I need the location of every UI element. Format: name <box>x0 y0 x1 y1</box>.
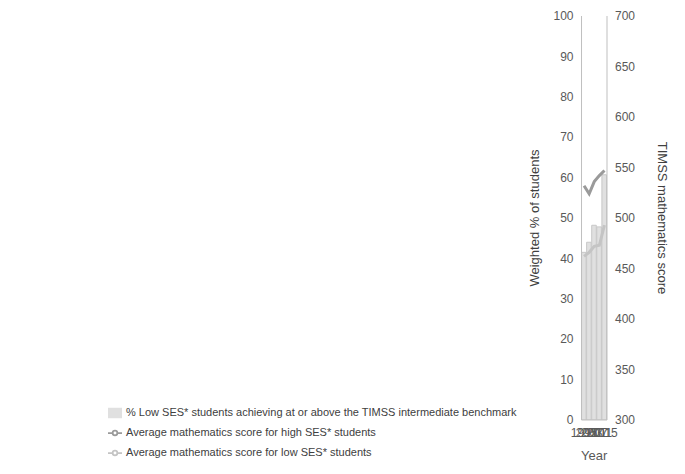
svg-text:50: 50 <box>560 211 574 225</box>
svg-text:10: 10 <box>560 373 574 387</box>
svg-text:60: 60 <box>560 171 574 185</box>
svg-text:TIMSS mathematics score: TIMSS mathematics score <box>655 142 670 294</box>
html-text:Average mathematics score for: Average mathematics score for high SES* … <box>126 426 376 438</box>
svg-text:0: 0 <box>567 413 574 427</box>
svg-text:70: 70 <box>560 130 574 144</box>
svg-text:300: 300 <box>615 413 635 427</box>
svg-text:550: 550 <box>615 161 635 175</box>
svg-text:500: 500 <box>615 211 635 225</box>
svg-text:650: 650 <box>615 60 635 74</box>
svg-text:600: 600 <box>615 110 635 124</box>
html-text:Average mathematics score for: Average mathematics score for low SES* s… <box>126 446 372 458</box>
svg-text:450: 450 <box>615 262 635 276</box>
svg-text:Weighted % of students: Weighted % of students <box>527 149 542 287</box>
svg-text:100: 100 <box>553 9 573 23</box>
svg-text:30: 30 <box>560 292 574 306</box>
svg-text:80: 80 <box>560 90 574 104</box>
svg-text:400: 400 <box>615 312 635 326</box>
svg-text:Year: Year <box>581 448 608 463</box>
html-text:% Low SES* students achieving: % Low SES* students achieving at or abov… <box>126 406 517 418</box>
svg-text:90: 90 <box>560 50 574 64</box>
svg-text:20: 20 <box>560 332 574 346</box>
svg-text:2015: 2015 <box>591 426 618 440</box>
svg-text:40: 40 <box>560 252 574 266</box>
svg-text:700: 700 <box>615 9 635 23</box>
svg-text:350: 350 <box>615 363 635 377</box>
